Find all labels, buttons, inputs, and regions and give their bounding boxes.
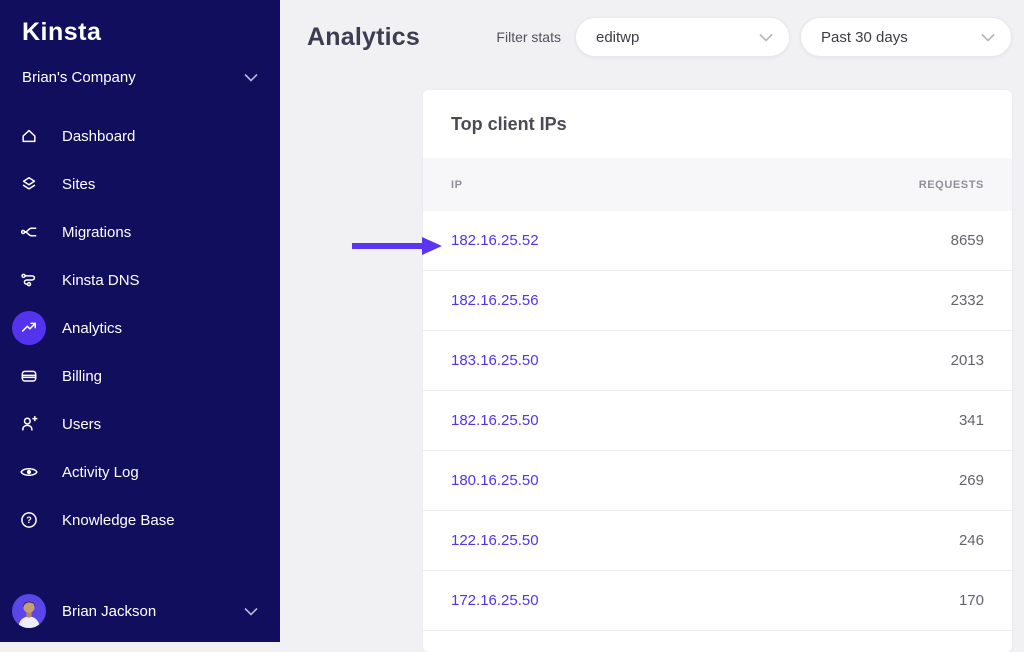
sidebar-item-label: Activity Log <box>62 463 139 481</box>
activity-log-icon <box>12 455 46 489</box>
requests-value: 246 <box>958 532 984 549</box>
site-select-value: editwp <box>596 28 640 46</box>
date-range-value: Past 30 days <box>821 28 908 46</box>
sidebar-item-billing[interactable]: Billing <box>0 352 280 400</box>
sidebar-item-label: Dashboard <box>62 127 136 145</box>
company-selector[interactable]: Brian's Company <box>22 69 258 86</box>
sidebar-item-dashboard[interactable]: Dashboard <box>0 112 280 160</box>
sidebar: Kinsta Brian's Company Dashboard Sites Mig… <box>0 0 280 642</box>
sidebar-item-kinsta-dns[interactable]: Kinsta DNS <box>0 256 280 304</box>
knowledge-base-icon: ? <box>12 503 46 537</box>
table-header-row: IP REQUESTS <box>423 158 1012 211</box>
filters: Filter stats editwp Past 30 days <box>496 17 1012 57</box>
table-row: 182.16.25.50 341 <box>423 391 1012 451</box>
site-select[interactable]: editwp <box>575 17 790 57</box>
migrations-icon <box>12 215 46 249</box>
ip-link[interactable]: 182.16.25.52 <box>451 232 539 249</box>
svg-text:?: ? <box>26 515 31 525</box>
sidebar-item-label: Billing <box>62 367 103 385</box>
requests-value: 8659 <box>950 232 984 249</box>
ip-link[interactable]: 182.16.25.56 <box>451 292 539 309</box>
sidebar-item-label: Migrations <box>62 223 132 241</box>
chevron-down-icon <box>981 33 995 42</box>
card-title: Top client IPs <box>451 113 567 134</box>
sidebar-item-label: Sites <box>62 175 96 193</box>
sidebar-item-label: Users <box>62 415 102 433</box>
date-range-select[interactable]: Past 30 days <box>800 17 1012 57</box>
column-header-requests: REQUESTS <box>918 178 984 191</box>
table-row: 183.16.25.50 2013 <box>423 331 1012 391</box>
sidebar-item-activity-log[interactable]: Activity Log <box>0 448 280 496</box>
table-row: 172.16.25.50 170 <box>423 571 1012 631</box>
ip-link[interactable]: 180.16.25.50 <box>451 472 539 489</box>
dns-icon <box>12 263 46 297</box>
chevron-down-icon <box>244 607 268 616</box>
sidebar-item-label: Analytics <box>62 319 123 337</box>
table-row: 182.16.25.56 2332 <box>423 271 1012 331</box>
table-row: 180.16.25.50 269 <box>423 451 1012 511</box>
chevron-down-icon <box>244 73 258 82</box>
user-name: Brian Jackson <box>62 602 157 620</box>
avatar <box>12 594 46 628</box>
filter-stats-label: Filter stats <box>496 29 561 45</box>
topbar: Analytics Filter stats editwp Past 30 da… <box>280 0 1024 57</box>
ip-link[interactable]: 172.16.25.50 <box>451 592 539 609</box>
table-body: 182.16.25.52 8659 182.16.25.56 2332 183.16.2… <box>423 211 1012 631</box>
chevron-down-icon <box>759 33 773 42</box>
kinsta-logo: Kinsta <box>22 18 102 46</box>
analytics-icon <box>12 311 46 345</box>
ip-link[interactable]: 183.16.25.50 <box>451 352 539 369</box>
company-name: Brian's Company <box>22 69 136 86</box>
sidebar-item-sites[interactable]: Sites <box>0 160 280 208</box>
requests-value: 2013 <box>950 352 984 369</box>
requests-value: 341 <box>958 412 984 429</box>
users-icon <box>12 407 46 441</box>
ip-link[interactable]: 182.16.25.50 <box>451 412 539 429</box>
sidebar-item-knowledge-base[interactable]: ? Knowledge Base <box>0 496 280 544</box>
table-row: 122.16.25.50 246 <box>423 511 1012 571</box>
user-menu[interactable]: Brian Jackson <box>12 594 268 628</box>
sidebar-item-label: Kinsta DNS <box>62 271 140 289</box>
page-title: Analytics <box>307 22 420 51</box>
sites-icon <box>12 167 46 201</box>
ip-link[interactable]: 122.16.25.50 <box>451 532 539 549</box>
requests-value: 170 <box>958 592 984 609</box>
main-content: Analytics Filter stats editwp Past 30 da… <box>280 0 1024 652</box>
sidebar-item-analytics[interactable]: Analytics <box>0 304 280 352</box>
sidebar-item-users[interactable]: Users <box>0 400 280 448</box>
billing-icon <box>12 359 46 393</box>
top-client-ips-card: Top client IPs IP REQUESTS 182.16.25.52 8… <box>423 90 1012 652</box>
requests-value: 2332 <box>950 292 984 309</box>
requests-value: 269 <box>958 472 984 489</box>
sidebar-item-label: Knowledge Base <box>62 511 175 529</box>
column-header-ip: IP <box>451 178 463 191</box>
sidebar-item-migrations[interactable]: Migrations <box>0 208 280 256</box>
table-row: 182.16.25.52 8659 <box>423 211 1012 271</box>
home-icon <box>12 119 46 153</box>
sidebar-nav: Dashboard Sites Migrations Kinsta DNS Analyt… <box>0 112 280 544</box>
